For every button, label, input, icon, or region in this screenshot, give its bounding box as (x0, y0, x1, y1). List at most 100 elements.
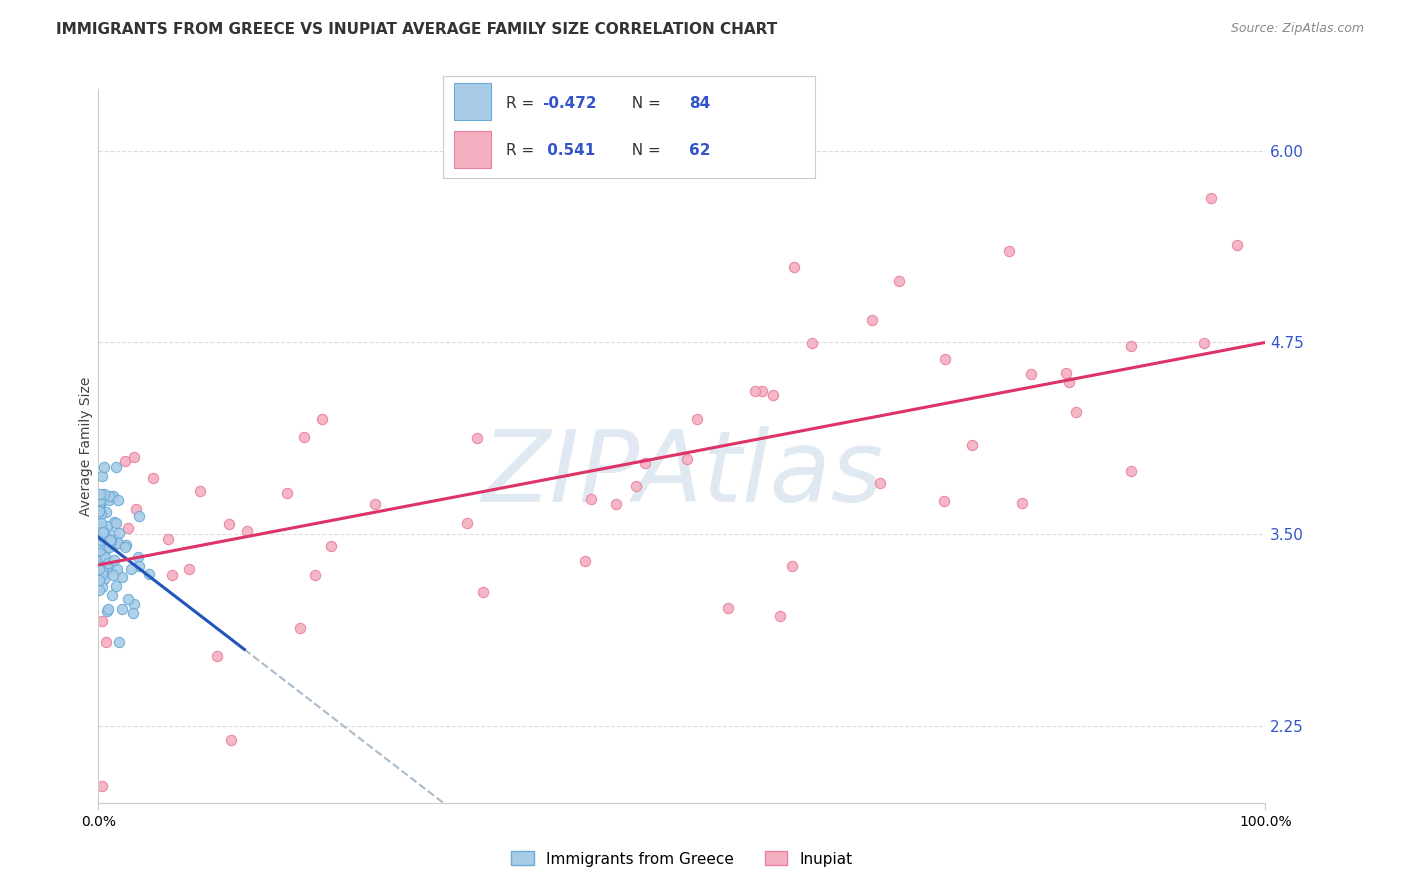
Point (1119, 464, 1142, 478)
Point (111, 570, 134, 584)
Text: ZIPAtlas: ZIPAtlas (481, 426, 883, 523)
Point (98, 526, 121, 541)
Point (90, 529, 112, 543)
Point (801, 336, 824, 351)
Point (934, 352, 956, 367)
Point (90, 615, 112, 629)
Point (93, 551, 115, 566)
Point (574, 554, 596, 568)
Point (89, 573, 111, 587)
Point (93, 460, 115, 475)
FancyBboxPatch shape (454, 131, 491, 168)
Text: R =: R = (506, 144, 540, 158)
Point (142, 471, 165, 485)
Point (89, 504, 111, 518)
Point (934, 493, 956, 508)
Point (96, 557, 118, 571)
Point (122, 598, 145, 612)
FancyBboxPatch shape (454, 83, 491, 120)
Point (100, 536, 122, 550)
Point (108, 526, 131, 541)
Point (91, 525, 114, 540)
Point (87, 561, 110, 575)
Point (962, 438, 984, 452)
Point (288, 621, 311, 635)
Point (91, 566, 114, 581)
Point (90, 516, 112, 531)
Point (676, 452, 699, 467)
Point (579, 491, 602, 506)
Point (236, 524, 259, 538)
Point (94, 635, 117, 649)
Point (190, 483, 212, 498)
Point (87, 498, 110, 512)
Point (90, 550, 112, 565)
Point (91, 531, 114, 545)
Point (103, 515, 125, 529)
Point (90, 505, 112, 519)
Point (89, 534, 111, 549)
Point (276, 486, 298, 500)
Point (89, 492, 111, 507)
Point (101, 588, 124, 602)
Point (87, 532, 110, 546)
Point (321, 539, 343, 553)
Point (98, 562, 121, 576)
Point (90, 543, 112, 558)
Text: IMMIGRANTS FROM GREECE VS INUPIAT AVERAGE FAMILY SIZE CORRELATION CHART: IMMIGRANTS FROM GREECE VS INUPIAT AVERAG… (56, 22, 778, 37)
Point (117, 592, 139, 607)
Point (128, 508, 150, 523)
Point (605, 497, 627, 511)
Point (87, 504, 110, 518)
Text: N =: N = (621, 96, 665, 111)
Point (104, 460, 127, 475)
Point (94, 549, 117, 564)
Point (120, 562, 142, 576)
Point (1064, 405, 1087, 419)
Text: N =: N = (621, 144, 665, 158)
Text: -0.472: -0.472 (541, 96, 596, 111)
Point (94, 505, 117, 519)
Point (94, 542, 117, 557)
Text: 62: 62 (689, 144, 710, 158)
Point (117, 521, 139, 535)
Text: 84: 84 (689, 96, 710, 111)
Point (160, 568, 183, 582)
Point (90, 780, 112, 794)
Point (1119, 339, 1142, 353)
Point (115, 538, 138, 552)
Point (101, 567, 124, 582)
Point (107, 493, 129, 508)
Point (751, 384, 773, 398)
Point (96, 564, 118, 578)
Point (177, 562, 200, 576)
Point (98, 533, 121, 547)
Point (1199, 191, 1222, 205)
Point (104, 579, 127, 593)
Point (105, 562, 128, 576)
Point (364, 496, 387, 510)
Point (98, 492, 121, 507)
Legend: Immigrants from Greece, Inupiat: Immigrants from Greece, Inupiat (510, 852, 853, 866)
Point (107, 536, 129, 550)
Point (108, 634, 131, 648)
Point (90, 507, 112, 521)
Point (89, 487, 111, 501)
Point (90, 542, 112, 557)
Point (998, 244, 1021, 258)
Point (97, 535, 120, 549)
Point (889, 274, 911, 288)
Point (91, 521, 114, 535)
Point (101, 489, 124, 503)
Point (686, 412, 709, 426)
Point (114, 540, 136, 554)
Point (862, 313, 884, 327)
Point (207, 648, 229, 663)
Point (89, 549, 111, 563)
Point (91, 560, 114, 574)
Point (89, 543, 111, 558)
Point (456, 516, 478, 531)
Point (1056, 366, 1078, 380)
Point (90, 469, 112, 483)
Point (218, 517, 240, 532)
